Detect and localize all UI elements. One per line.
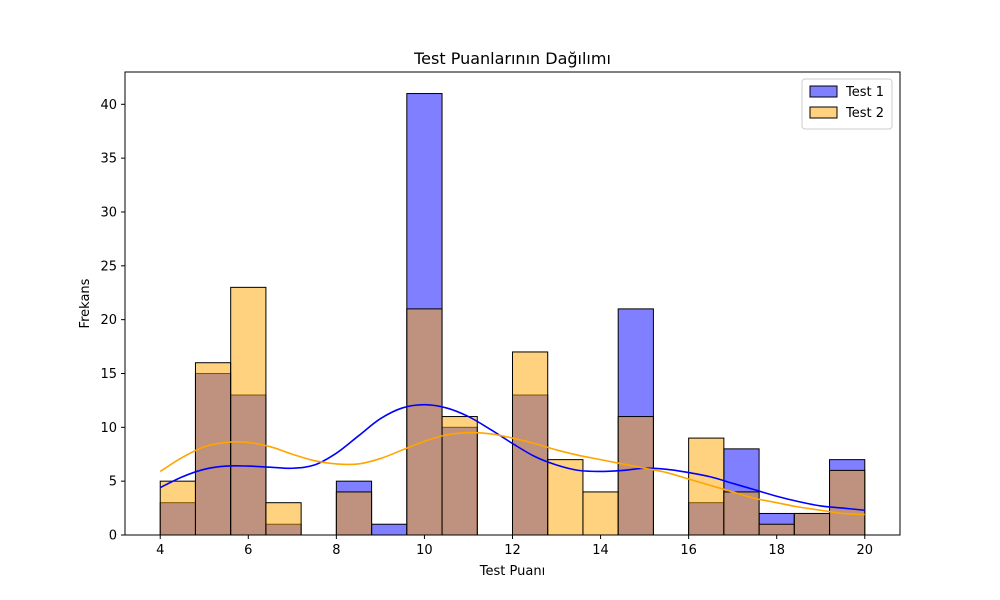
legend-label-test-2: Test 2 (845, 106, 884, 121)
x-axis: 4 6 8 10 12 14 16 18 20 (156, 535, 873, 558)
series-2-kde-line (159, 431, 865, 516)
y-tick-label: 30 (100, 205, 117, 220)
y-tick-label: 10 (100, 421, 117, 436)
x-tick-label: 16 (680, 543, 697, 558)
y-tick-label: 15 (100, 367, 117, 382)
legend-label-test-1: Test 1 (845, 85, 884, 100)
legend-swatch-test-1 (809, 85, 838, 98)
histogram-bar (371, 523, 408, 536)
y-tick-label: 25 (100, 259, 117, 274)
x-tick-label: 10 (416, 543, 433, 558)
x-tick-label: 6 (244, 543, 252, 558)
histogram-bar (688, 437, 725, 536)
histogram-bar (793, 512, 831, 536)
histogram-bar (547, 459, 584, 536)
kde-layer (159, 403, 865, 516)
bars-layer (159, 93, 866, 536)
y-axis-label: Frekans (78, 278, 93, 328)
series-2-bars (159, 286, 866, 536)
histogram-bar (829, 469, 866, 536)
y-axis: 0 5 10 15 20 25 30 35 40 (100, 98, 125, 544)
legend: Test 1 Test 2 (801, 78, 893, 130)
x-tick-label: 8 (332, 543, 340, 558)
histogram-bar (230, 286, 267, 536)
x-tick-label: 4 (156, 543, 164, 558)
histogram-bar (406, 308, 443, 536)
histogram-bar (335, 491, 373, 536)
histogram-bar (441, 416, 478, 536)
histogram-bar (159, 480, 196, 536)
series-1-kde-line (159, 403, 865, 512)
histogram-bar (582, 491, 619, 536)
legend-swatch-test-2 (809, 106, 838, 119)
histogram-bar (512, 351, 549, 536)
histogram-bar (265, 502, 302, 536)
y-tick-label: 35 (100, 152, 117, 167)
histogram-bar (194, 362, 232, 536)
histogram-bar (723, 491, 760, 536)
histogram-bar (617, 416, 654, 536)
y-tick-label: 5 (109, 475, 117, 490)
x-axis-label: Test Puanı (479, 564, 545, 579)
y-tick-label: 20 (100, 313, 117, 328)
chart-title: Test Puanlarının Dağılımı (413, 49, 611, 68)
histogram-bar (758, 523, 795, 536)
y-tick-label: 40 (100, 98, 117, 113)
x-tick-label: 14 (592, 543, 609, 558)
x-tick-label: 12 (504, 543, 521, 558)
x-tick-label: 20 (856, 543, 873, 558)
x-tick-label: 18 (768, 543, 785, 558)
y-tick-label: 0 (109, 529, 117, 544)
